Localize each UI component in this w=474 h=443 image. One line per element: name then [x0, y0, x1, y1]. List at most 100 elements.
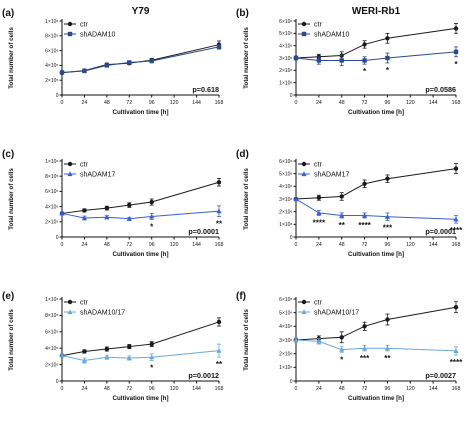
- y-tick-label: 4×10⁶: [279, 184, 292, 190]
- data-point: [59, 70, 65, 75]
- data-point: [453, 166, 459, 171]
- data-point: [453, 348, 459, 354]
- x-tick-label: 72: [126, 386, 132, 392]
- x-tick-label: 120: [406, 386, 415, 392]
- y-tick-label: 5×10⁶: [279, 310, 292, 316]
- significance-label: **: [216, 360, 223, 369]
- x-tick-label: 168: [215, 242, 224, 248]
- series-line: [61, 181, 220, 214]
- y-tick-label: 2×10⁶: [279, 351, 292, 357]
- x-tick-label: 120: [406, 100, 415, 106]
- x-tick-label: 120: [170, 100, 179, 106]
- y-tick-label: 1×10⁶: [45, 297, 58, 303]
- y-tick-label: 3×10⁶: [279, 338, 292, 344]
- x-tick-label: 0: [61, 100, 64, 106]
- x-tick-label: 48: [104, 100, 110, 106]
- data-point: [216, 319, 222, 325]
- p-value: p=0.0586: [425, 85, 456, 94]
- x-tick-label: 72: [362, 242, 368, 248]
- y-tick-label: 3×10⁶: [279, 56, 292, 62]
- y-tick-label: 8×10⁵: [45, 313, 58, 319]
- p-value: p=0.618: [192, 85, 219, 94]
- y-tick-label: 0: [56, 93, 59, 99]
- data-point: [59, 352, 65, 358]
- data-point: [316, 58, 322, 63]
- p-value: p=0.0001: [425, 227, 456, 236]
- significance-label: *: [454, 60, 458, 69]
- data-point: [216, 180, 222, 185]
- significance-label: **: [384, 354, 391, 363]
- panel-label: (b): [236, 8, 249, 19]
- data-point: [293, 337, 299, 343]
- series-line: [295, 339, 457, 352]
- data-point: [149, 199, 154, 205]
- chart-panel-b: (b) WERI-Rb1 6×10⁶ 5×10⁶ 4×10⁶ 3×10⁶ 2×10⁶ 1×10…: [236, 6, 460, 116]
- y-tick-label: 2×10⁶: [279, 209, 292, 215]
- series-line: [61, 350, 220, 362]
- y-tick-label: 0: [56, 235, 59, 241]
- x-tick-label: 72: [126, 100, 132, 106]
- data-point: [362, 324, 367, 329]
- x-tick-label: 48: [339, 100, 345, 106]
- significance-label: ****: [313, 218, 326, 227]
- legend-marker: [67, 161, 73, 167]
- y-tick-label: 6×10⁵: [45, 189, 58, 195]
- x-tick-label: 168: [215, 386, 224, 392]
- x-tick-label: 144: [429, 100, 438, 106]
- data-point: [216, 348, 222, 353]
- chart-title: WERI-Rb1: [352, 6, 401, 17]
- legend-marker: [67, 31, 73, 37]
- significance-label: ****: [450, 358, 463, 367]
- data-point: [104, 214, 110, 220]
- x-tick-label: 96: [149, 386, 155, 392]
- data-point: [362, 58, 367, 63]
- x-tick-label: 0: [295, 100, 298, 106]
- data-point: [149, 354, 155, 360]
- y-tick-label: 3×10⁶: [279, 197, 292, 203]
- y-tick-label: 2×10⁵: [45, 362, 58, 368]
- legend-label: shADAM10/17: [80, 310, 125, 317]
- data-point: [216, 208, 222, 214]
- significance-label: *: [150, 364, 154, 373]
- series-shadam10: [293, 46, 459, 66]
- data-point: [339, 194, 344, 199]
- y-tick-label: 4×10⁵: [45, 63, 58, 69]
- x-tick-label: 24: [82, 386, 88, 392]
- chart-panel-c: (c) 1×10⁶ 8×10⁵ 6×10⁵ 4×10⁵ 2×10⁵ 00 24 48 72 96 12…: [2, 149, 223, 258]
- y-tick-label: 0: [290, 235, 293, 241]
- x-tick-label: 120: [406, 242, 415, 248]
- y-axis-label: Total number of cells: [8, 168, 15, 230]
- legend-marker: [301, 309, 307, 315]
- data-point: [339, 335, 344, 340]
- y-tick-label: 8×10⁵: [45, 34, 58, 40]
- series-shadam10: [59, 44, 222, 75]
- legend-label: ctr: [80, 300, 88, 307]
- data-point: [82, 349, 87, 354]
- series-shadam17: [293, 196, 459, 224]
- legend-label: shADAM10/17: [314, 310, 359, 317]
- significance-label: **: [216, 219, 223, 228]
- y-tick-label: 2×10⁵: [45, 220, 58, 226]
- series-ctr: [293, 301, 459, 344]
- data-point: [362, 42, 367, 47]
- x-tick-label: 24: [316, 242, 322, 248]
- data-point: [293, 196, 299, 202]
- data-point: [104, 346, 110, 352]
- data-point: [384, 214, 391, 219]
- x-axis-label: Cultivation time [h]: [112, 251, 168, 258]
- x-tick-label: 0: [295, 242, 298, 248]
- significance-label: **: [339, 221, 346, 230]
- y-tick-label: 4×10⁵: [45, 346, 58, 352]
- y-tick-label: 6×10⁶: [279, 19, 292, 25]
- x-tick-label: 48: [104, 242, 110, 248]
- x-tick-label: 168: [452, 386, 461, 392]
- x-tick-label: 48: [104, 386, 110, 392]
- data-point: [316, 338, 322, 344]
- y-tick-label: 1×10⁶: [45, 19, 58, 25]
- data-point: [127, 344, 132, 349]
- x-tick-label: 72: [126, 242, 132, 248]
- data-point: [339, 58, 344, 63]
- x-tick-label: 24: [316, 100, 322, 106]
- data-point: [104, 354, 110, 360]
